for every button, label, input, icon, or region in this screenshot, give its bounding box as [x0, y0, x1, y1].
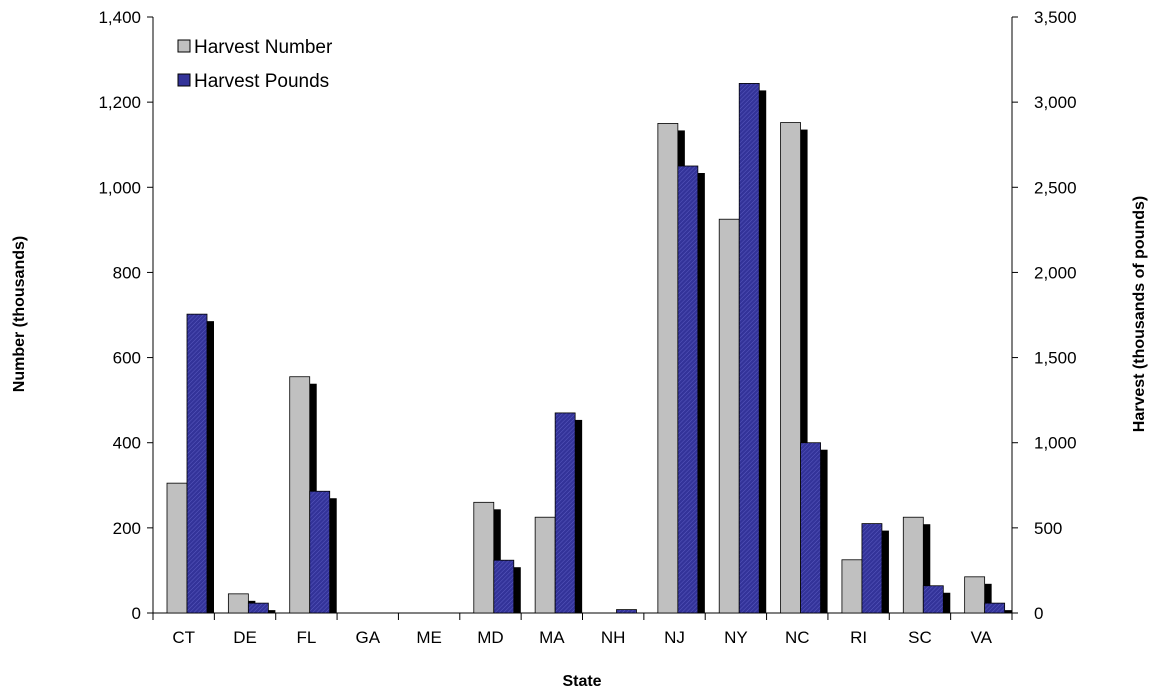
bars-layer — [166, 83, 1012, 614]
y2-axis-title: Harvest (thousands of pounds) — [1131, 196, 1148, 432]
y2-tick-label: 3,500 — [1034, 8, 1077, 27]
x-tick-label: FL — [296, 628, 316, 647]
bar-harvest-pounds — [861, 523, 883, 614]
axes-layer — [147, 16, 1018, 620]
x-tick-label: MA — [539, 628, 565, 647]
legend-swatch-harvest-pounds — [177, 73, 191, 87]
x-tick-label: NJ — [664, 628, 685, 647]
bar-harvest-pounds — [186, 313, 208, 614]
bar-harvest-number — [289, 376, 311, 614]
y2-tick-label: 2,500 — [1034, 178, 1077, 197]
bar-harvest-number — [657, 123, 679, 614]
y-tick-label: 400 — [113, 434, 141, 453]
x-tick-label: VA — [971, 628, 993, 647]
bar-harvest-pounds — [554, 412, 576, 614]
bar-harvest-pounds — [984, 602, 1006, 614]
bar-harvest-number — [166, 482, 188, 614]
y-tick-label: 200 — [113, 519, 141, 538]
x-tick-label: MD — [477, 628, 503, 647]
x-tick-label: CT — [172, 628, 195, 647]
y-tick-label: 0 — [132, 604, 141, 623]
bar-harvest-pounds — [493, 559, 515, 614]
legend: Harvest Number Harvest Pounds — [177, 37, 333, 92]
legend-swatch-harvest-number — [177, 39, 191, 53]
x-axis-title: State — [562, 673, 601, 690]
y2-tick-label: 2,000 — [1034, 263, 1077, 282]
x-tick-label: DE — [233, 628, 257, 647]
y-tick-label: 1,000 — [98, 178, 141, 197]
x-tick-label: GA — [355, 628, 380, 647]
y2-tick-label: 1,500 — [1034, 349, 1077, 368]
y-axis-title: Number (thousands) — [11, 236, 28, 392]
legend-label-harvest-number: Harvest Number — [194, 37, 333, 58]
bar-harvest-pounds — [247, 602, 269, 614]
bar-harvest-number — [841, 559, 863, 614]
legend-label-harvest-pounds: Harvest Pounds — [194, 71, 329, 92]
bar-harvest-number — [902, 516, 924, 614]
bar-harvest-number — [227, 593, 249, 614]
x-tick-label: NY — [724, 628, 748, 647]
y2-tick-label: 1,000 — [1034, 434, 1077, 453]
bar-harvest-number — [473, 501, 495, 614]
y-tick-label: 1,200 — [98, 93, 141, 112]
x-tick-label: RI — [850, 628, 867, 647]
bar-harvest-pounds — [677, 165, 699, 614]
y-tick-label: 800 — [113, 263, 141, 282]
bar-harvest-pounds — [800, 442, 821, 614]
y2-tick-label: 3,000 — [1034, 93, 1077, 112]
x-tick-label: NH — [601, 628, 626, 647]
bar-harvest-pounds — [738, 83, 760, 614]
bar-harvest-pounds — [922, 585, 944, 614]
y2-tick-label: 500 — [1034, 519, 1062, 538]
y-tick-label: 1,400 — [98, 8, 141, 27]
bar-harvest-number — [534, 516, 556, 614]
bar-harvest-number — [964, 576, 986, 614]
y-tick-label: 600 — [113, 349, 141, 368]
x-tick-label: ME — [416, 628, 442, 647]
bar-harvest-pounds — [309, 490, 331, 614]
bar-harvest-pounds — [616, 609, 637, 614]
bar-harvest-number — [718, 218, 740, 614]
x-tick-label: SC — [908, 628, 932, 647]
labels-layer: 0 200 400 600 800 1,000 1,200 1,400 0 500 1,000 1,5… — [98, 8, 1076, 647]
x-tick-label: NC — [785, 628, 810, 647]
y2-tick-label: 0 — [1034, 604, 1043, 623]
bar-harvest-number — [780, 122, 801, 614]
